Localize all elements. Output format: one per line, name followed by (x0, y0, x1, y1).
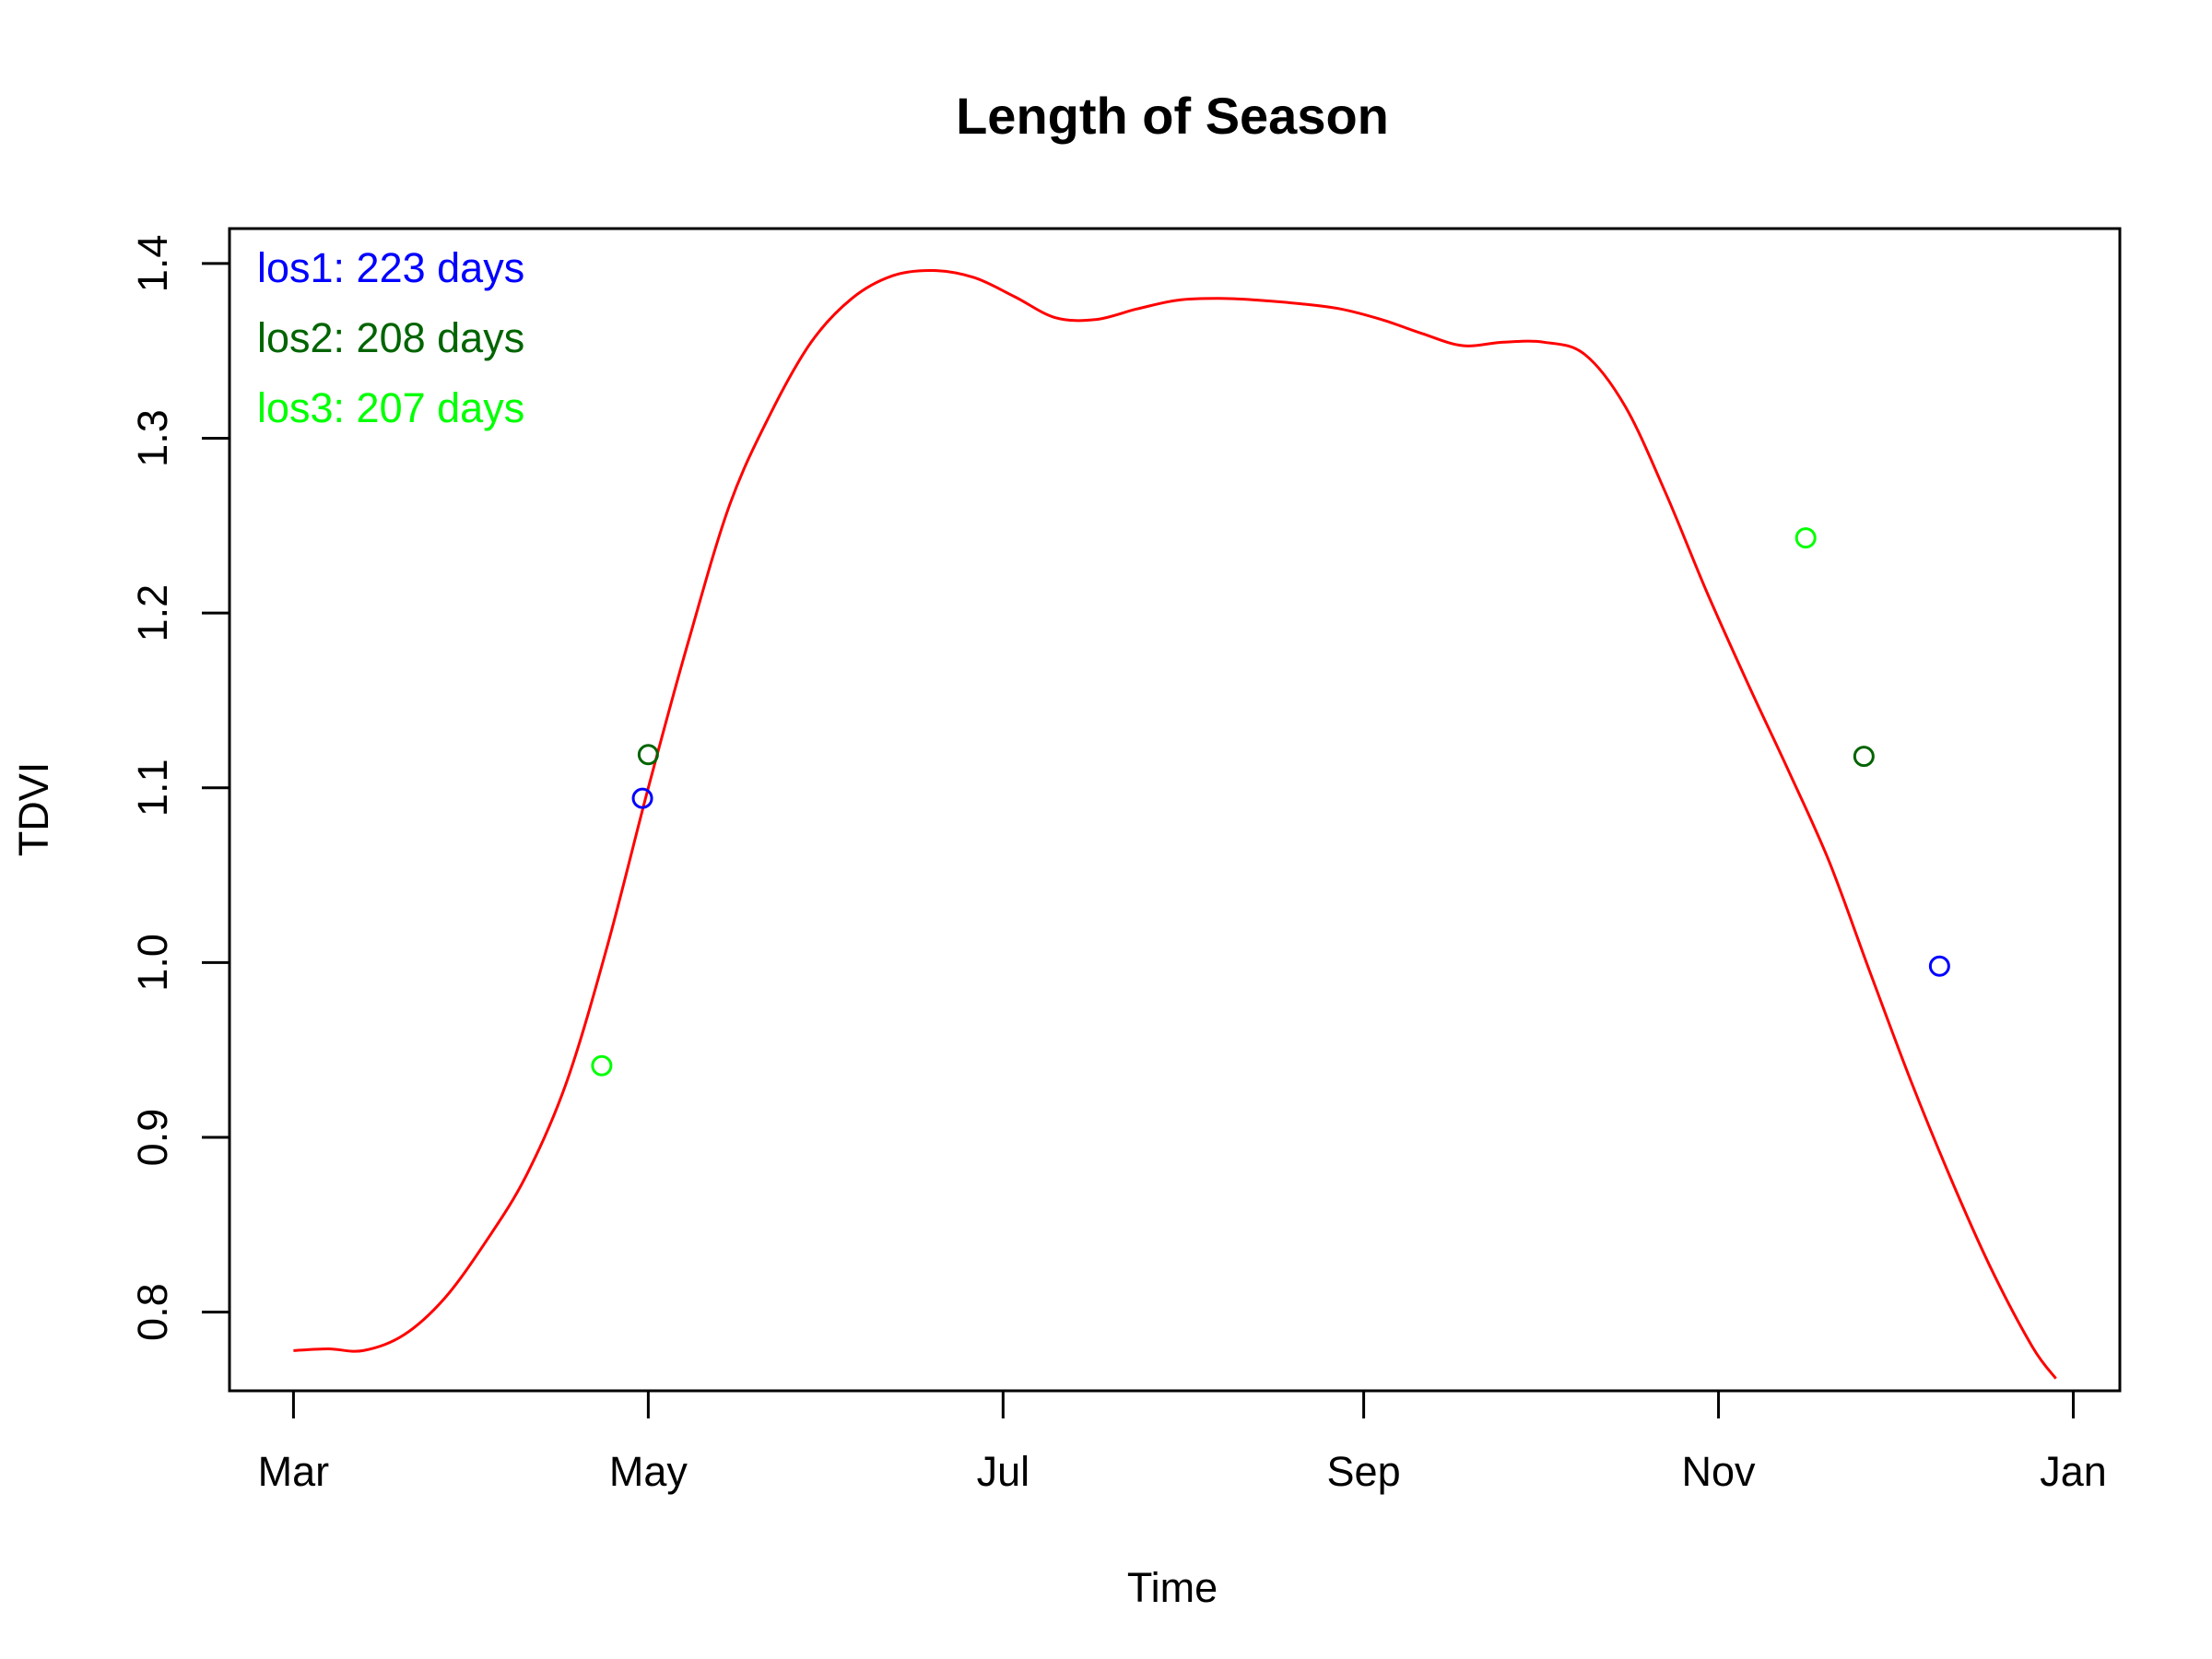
los2-point (637, 744, 659, 766)
los1-point (1928, 955, 1950, 977)
x-tick-label: Jul (977, 1448, 1030, 1495)
x-tick-label: Mar (258, 1448, 330, 1495)
y-tick-label: 1.4 (129, 235, 176, 293)
legend-entry-los3: los3: 207 days (257, 384, 524, 431)
x-tick-label: Nov (1682, 1448, 1757, 1495)
x-axis: Mar May Jul Sep Nov Jan (258, 1389, 2107, 1495)
y-axis-label: TDVI (10, 762, 57, 857)
x-tick-label: Jan (2040, 1448, 2107, 1495)
legend-entry-los1: los1: 223 days (257, 244, 524, 291)
y-tick-label: 0.9 (129, 1109, 176, 1167)
chart-title: Length of Season (956, 87, 1389, 145)
los2-point (1853, 746, 1875, 768)
y-tick-label: 1.1 (129, 759, 176, 818)
y-axis: 0.8 0.9 1.0 1.1 1.2 1.3 1.4 (129, 235, 231, 1341)
los3-point (591, 1054, 613, 1077)
y-tick-label: 1.3 (129, 409, 176, 467)
x-tick-label: May (609, 1448, 688, 1495)
los1-point (631, 787, 653, 809)
tdvi-curve (293, 268, 2057, 1380)
y-tick-label: 0.8 (129, 1283, 176, 1341)
los3-point (1794, 527, 1817, 549)
x-tick-label: Sep (1327, 1448, 1401, 1495)
y-tick-label: 1.2 (129, 584, 176, 642)
x-axis-label: Time (1127, 1564, 1218, 1611)
legend-entry-los2: los2: 208 days (257, 314, 524, 361)
legend: los1: 223 days los2: 208 days los3: 207 da… (257, 244, 524, 431)
y-tick-label: 1.0 (129, 934, 176, 992)
plot-area (293, 268, 2057, 1380)
